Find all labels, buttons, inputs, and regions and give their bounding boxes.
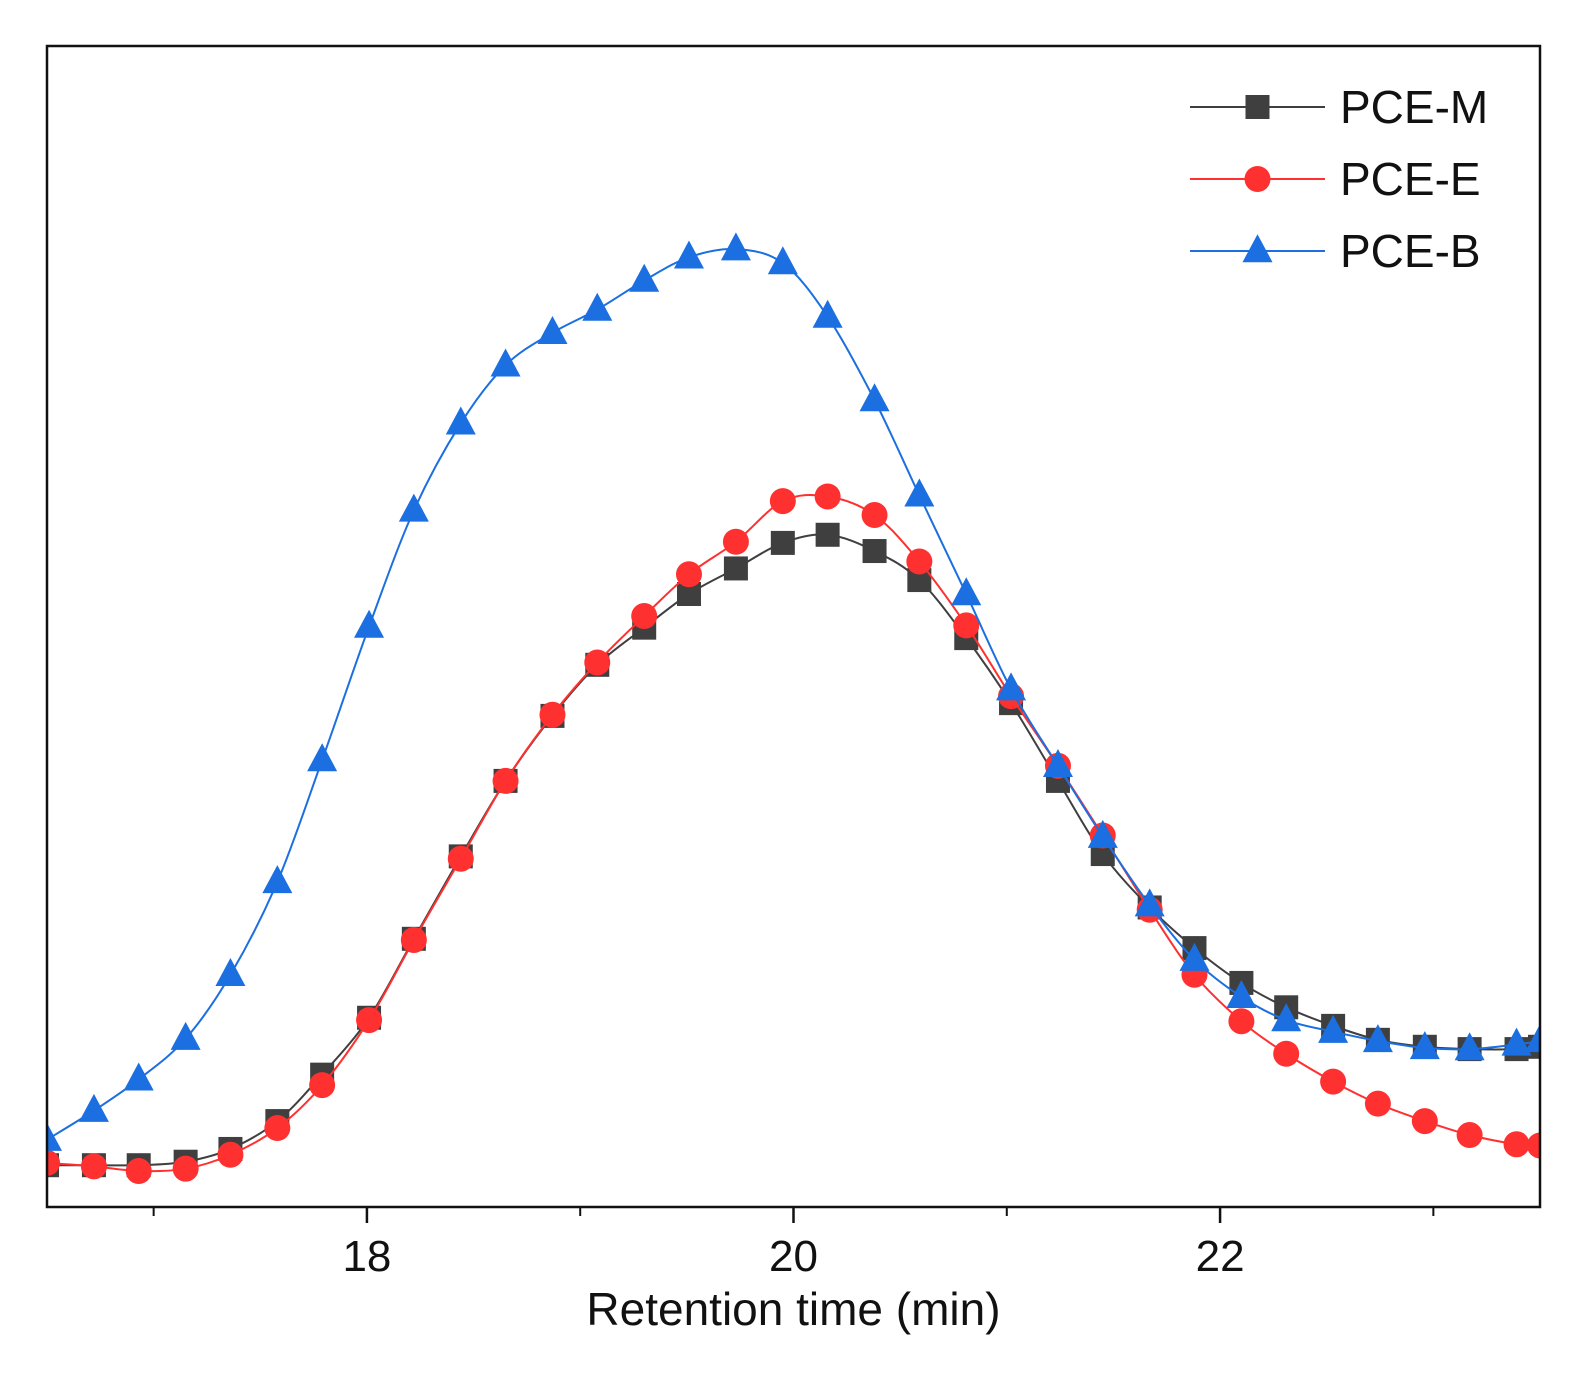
data-point-pce-b-5 <box>262 865 293 894</box>
data-point-pce-e-3 <box>172 1155 199 1182</box>
data-point-pce-e-30 <box>1411 1108 1438 1135</box>
data-point-pce-e-15 <box>722 528 749 555</box>
data-point-pce-b-4 <box>215 958 246 986</box>
data-point-pce-e-6 <box>309 1072 336 1099</box>
data-point-pce-e-26 <box>1228 1008 1255 1035</box>
data-point-pce-e-2 <box>125 1158 152 1185</box>
data-point-pce-b-16 <box>767 246 798 275</box>
data-point-pce-b-10 <box>490 348 521 377</box>
data-point-pce-b-7 <box>354 609 385 638</box>
data-point-pce-b-2 <box>123 1062 154 1091</box>
data-point-pce-b-12 <box>582 292 613 321</box>
data-point-pce-e-10 <box>492 767 519 794</box>
data-point-pce-e-7 <box>356 1007 383 1034</box>
data-point-pce-b-1 <box>78 1093 109 1122</box>
data-point-pce-b-14 <box>673 240 704 269</box>
legend-label-pce-e: PCE-E <box>1340 153 1481 205</box>
data-point-pce-b-32 <box>1501 1027 1532 1056</box>
data-point-pce-e-17 <box>814 483 841 510</box>
legend-marker-pce-b <box>1242 234 1273 263</box>
data-point-pce-b-17 <box>812 299 843 328</box>
x-tick-label: 20 <box>769 1232 818 1281</box>
legend-marker-pce-e <box>1244 166 1271 192</box>
legend: PCE-M PCE-E PCE-B <box>1190 81 1488 277</box>
x-tick-label: 18 <box>342 1232 391 1281</box>
data-point-pce-b-3 <box>170 1021 201 1050</box>
legend-item-pce-m: PCE-M <box>1190 81 1488 133</box>
data-point-pce-e-28 <box>1320 1068 1347 1095</box>
x-axis-label: Retention time (min) <box>586 1283 1000 1335</box>
data-point-pce-b-8 <box>398 493 429 522</box>
data-point-pce-e-14 <box>675 561 702 588</box>
data-point-pce-b-11 <box>537 315 568 344</box>
data-point-pce-b-30 <box>1409 1031 1440 1060</box>
data-point-pce-e-32 <box>1503 1131 1530 1158</box>
x-tick-label: 22 <box>1196 1232 1245 1281</box>
data-point-pce-e-0 <box>47 1149 60 1176</box>
data-point-pce-m-16 <box>770 530 795 555</box>
data-point-pce-e-11 <box>539 701 566 728</box>
data-point-pce-b-9 <box>445 406 476 435</box>
data-point-pce-b-18 <box>859 383 890 412</box>
legend-label-pce-m: PCE-M <box>1340 81 1488 133</box>
data-point-pce-b-31 <box>1454 1032 1485 1061</box>
data-point-pce-e-33 <box>1527 1132 1540 1159</box>
data-point-pce-e-13 <box>631 603 658 630</box>
data-point-pce-e-4 <box>217 1141 244 1168</box>
data-point-pce-e-27 <box>1273 1040 1300 1067</box>
data-point-pce-b-13 <box>629 263 660 292</box>
data-point-pce-b-20 <box>951 577 982 606</box>
data-point-pce-m-17 <box>815 522 840 547</box>
data-point-pce-b-15 <box>720 232 751 261</box>
series-layer <box>47 232 1540 1185</box>
data-point-pce-b-24 <box>1134 888 1165 917</box>
data-point-pce-m-15 <box>723 556 748 581</box>
data-point-pce-b-21 <box>996 672 1027 701</box>
data-point-pce-m-18 <box>862 539 887 564</box>
legend-item-pce-b: PCE-B <box>1190 225 1481 277</box>
data-point-pce-e-12 <box>584 649 611 676</box>
data-point-pce-e-29 <box>1364 1090 1391 1117</box>
data-point-pce-b-33 <box>1525 1024 1540 1053</box>
data-point-pce-b-25 <box>1179 942 1210 971</box>
data-point-pce-b-26 <box>1226 980 1257 1009</box>
data-point-pce-b-19 <box>904 478 935 507</box>
data-point-pce-e-18 <box>861 502 888 529</box>
data-point-pce-e-8 <box>400 926 427 953</box>
data-point-pce-b-6 <box>307 743 338 772</box>
data-point-pce-b-22 <box>1042 749 1073 778</box>
legend-marker-pce-m <box>1245 95 1270 119</box>
data-point-pce-e-1 <box>80 1153 107 1180</box>
data-point-pce-e-19 <box>906 548 933 575</box>
data-point-pce-b-27 <box>1271 1003 1302 1032</box>
data-point-pce-e-9 <box>447 845 474 872</box>
legend-item-pce-e: PCE-E <box>1190 153 1481 205</box>
x-axis-ticks: 18 20 22 <box>152 1207 1435 1281</box>
series-pce-b <box>47 232 1540 1151</box>
data-point-pce-b-29 <box>1362 1024 1393 1053</box>
data-point-pce-e-20 <box>953 612 980 639</box>
data-point-pce-e-31 <box>1456 1122 1483 1149</box>
data-point-pce-e-16 <box>769 488 796 515</box>
data-point-pce-b-28 <box>1318 1014 1349 1043</box>
legend-label-pce-b: PCE-B <box>1340 225 1481 277</box>
data-point-pce-b-0 <box>47 1122 62 1151</box>
data-point-pce-e-5 <box>264 1115 291 1142</box>
data-point-pce-b-23 <box>1087 819 1118 848</box>
